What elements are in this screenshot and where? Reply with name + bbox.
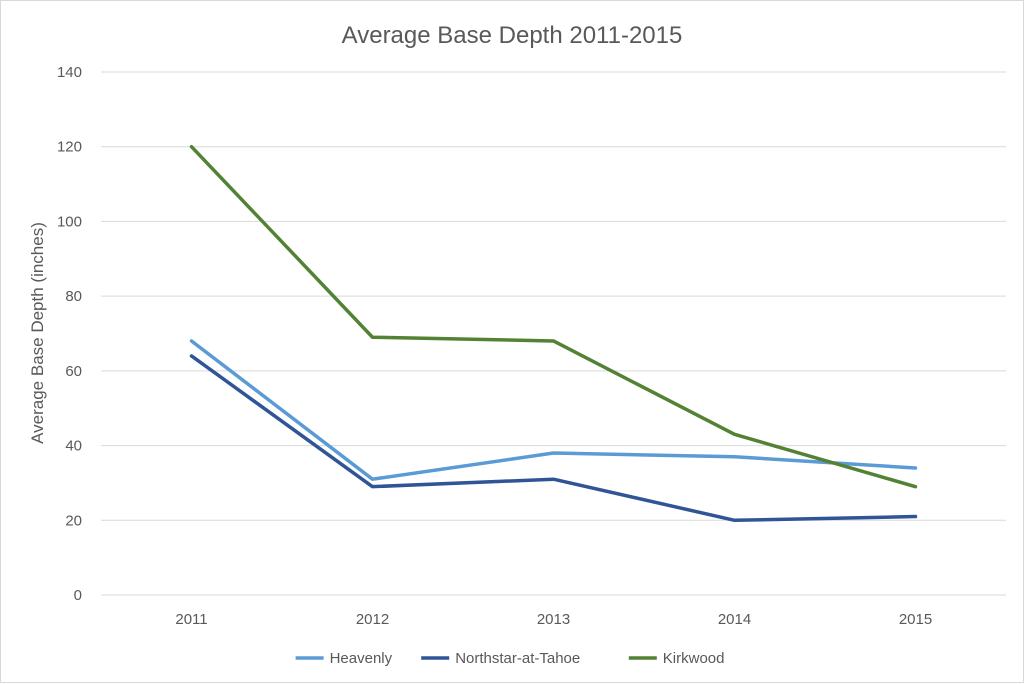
x-tick-label: 2013 bbox=[537, 611, 570, 628]
y-tick-label: 100 bbox=[57, 213, 82, 230]
series-line-heavenly bbox=[189, 339, 918, 481]
y-tick-label: 20 bbox=[65, 512, 82, 529]
chart-title: Average Base Depth 2011-2015 bbox=[342, 22, 683, 49]
x-axis-tick-labels: 2011 2012 2013 2014 2015 bbox=[175, 611, 932, 628]
x-tick-label: 2015 bbox=[899, 611, 932, 628]
y-axis-title: Average Base Depth (inches) bbox=[28, 222, 47, 444]
series-line-northstar-at-tahoe bbox=[189, 354, 918, 523]
y-tick-label: 0 bbox=[74, 587, 82, 604]
y-tick-label: 40 bbox=[65, 438, 82, 455]
x-tick-label: 2012 bbox=[356, 611, 389, 628]
legend-label-heavenly: Heavenly bbox=[330, 650, 393, 667]
x-tick-label: 2011 bbox=[175, 611, 207, 628]
y-tick-label: 80 bbox=[65, 288, 82, 305]
y-tick-label: 60 bbox=[65, 363, 82, 380]
y-axis-tick-labels: 0 20 40 60 80 100 120 140 bbox=[57, 64, 82, 604]
gridlines bbox=[101, 71, 1006, 596]
legend-label-northstar-at-tahoe: Northstar-at-Tahoe bbox=[455, 650, 580, 667]
legend-label-kirkwood: Kirkwood bbox=[663, 650, 725, 667]
series-lines bbox=[189, 144, 918, 523]
series-line-kirkwood bbox=[189, 144, 918, 489]
y-tick-label: 120 bbox=[57, 139, 82, 156]
legend: Heavenly Northstar-at-Tahoe Kirkwood bbox=[295, 650, 725, 667]
x-tick-label: 2014 bbox=[718, 611, 751, 628]
y-tick-label: 140 bbox=[57, 64, 82, 81]
